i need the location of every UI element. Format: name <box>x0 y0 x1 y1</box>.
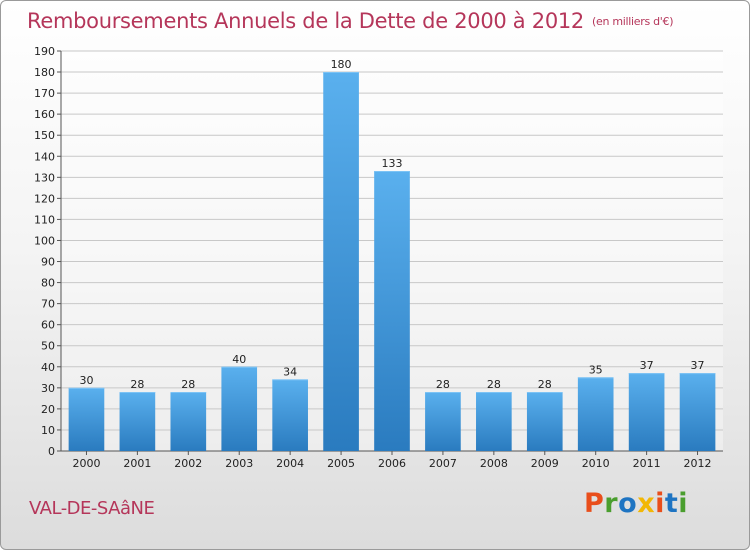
logo-letter: t <box>664 488 679 519</box>
y-tick-label: 140 <box>34 150 55 163</box>
y-tick-label: 0 <box>48 445 55 458</box>
bar <box>374 171 410 451</box>
bar <box>526 392 563 451</box>
bar-value-label: 37 <box>691 359 705 372</box>
y-tick-label: 50 <box>41 340 55 353</box>
y-tick-label: 160 <box>34 108 55 121</box>
x-tick-label: 2011 <box>633 457 661 470</box>
bar <box>323 72 359 451</box>
y-tick-label: 10 <box>41 424 55 437</box>
y-tick-label: 190 <box>34 45 55 58</box>
bar <box>272 379 308 451</box>
bar <box>577 377 614 451</box>
logo-letter: i <box>655 488 665 519</box>
y-tick-label: 120 <box>34 192 55 205</box>
y-tick-label: 90 <box>41 256 55 269</box>
bar-value-label: 28 <box>487 378 501 391</box>
bar <box>679 373 716 451</box>
bar-value-label: 37 <box>640 359 654 372</box>
x-tick-label: 2012 <box>684 457 712 470</box>
y-tick-label: 150 <box>34 129 55 142</box>
logo-letter: P <box>584 488 605 519</box>
bar <box>221 366 258 451</box>
bar-value-label: 28 <box>181 378 195 391</box>
y-tick-label: 170 <box>34 87 55 100</box>
bar-value-label: 180 <box>331 58 352 71</box>
bar <box>119 392 156 451</box>
proxiti-logo: Proxiti <box>584 488 688 519</box>
bar <box>425 392 461 451</box>
logo-letter: r <box>604 488 619 519</box>
x-tick-label: 2010 <box>582 457 610 470</box>
y-tick-label: 20 <box>41 403 55 416</box>
bar-value-label: 35 <box>589 363 603 376</box>
x-tick-label: 2003 <box>225 457 253 470</box>
x-tick-label: 2005 <box>327 457 355 470</box>
y-tick-label: 100 <box>34 234 55 247</box>
x-tick-label: 2000 <box>72 457 100 470</box>
bar-value-label: 28 <box>538 378 552 391</box>
bar <box>170 392 207 451</box>
chart-unit: (en milliers d'€) <box>592 15 674 28</box>
bar-value-label: 28 <box>436 378 450 391</box>
y-tick-label: 130 <box>34 171 55 184</box>
x-tick-label: 2002 <box>174 457 202 470</box>
commune-name: VAL-DE-SAâNE <box>29 498 155 519</box>
x-tick-label: 2001 <box>123 457 151 470</box>
y-tick-label: 60 <box>41 319 55 332</box>
y-tick-label: 30 <box>41 382 55 395</box>
x-tick-label: 2004 <box>276 457 304 470</box>
chart-title-text: Remboursements Annuels de la Dette de 20… <box>27 9 584 33</box>
y-tick-label: 40 <box>41 361 55 374</box>
x-tick-label: 2009 <box>531 457 559 470</box>
x-tick-label: 2007 <box>429 457 457 470</box>
bar <box>628 373 665 451</box>
y-tick-label: 70 <box>41 298 55 311</box>
bar <box>476 392 512 451</box>
bar-value-label: 133 <box>382 157 403 170</box>
bar-value-label: 30 <box>79 374 93 387</box>
y-tick-label: 80 <box>41 277 55 290</box>
bar <box>68 387 105 451</box>
x-tick-label: 2008 <box>480 457 508 470</box>
y-tick-label: 180 <box>34 66 55 79</box>
bar-value-label: 34 <box>283 365 297 378</box>
bar-value-label: 40 <box>232 353 246 366</box>
logo-letter: x <box>637 488 656 519</box>
logo-letter: i <box>678 488 689 519</box>
y-tick-label: 110 <box>34 213 55 226</box>
logo-letter: o <box>618 488 638 519</box>
x-tick-label: 2006 <box>378 457 406 470</box>
chart-title: Remboursements Annuels de la Dette de 20… <box>27 9 673 33</box>
bar-value-label: 28 <box>130 378 144 391</box>
